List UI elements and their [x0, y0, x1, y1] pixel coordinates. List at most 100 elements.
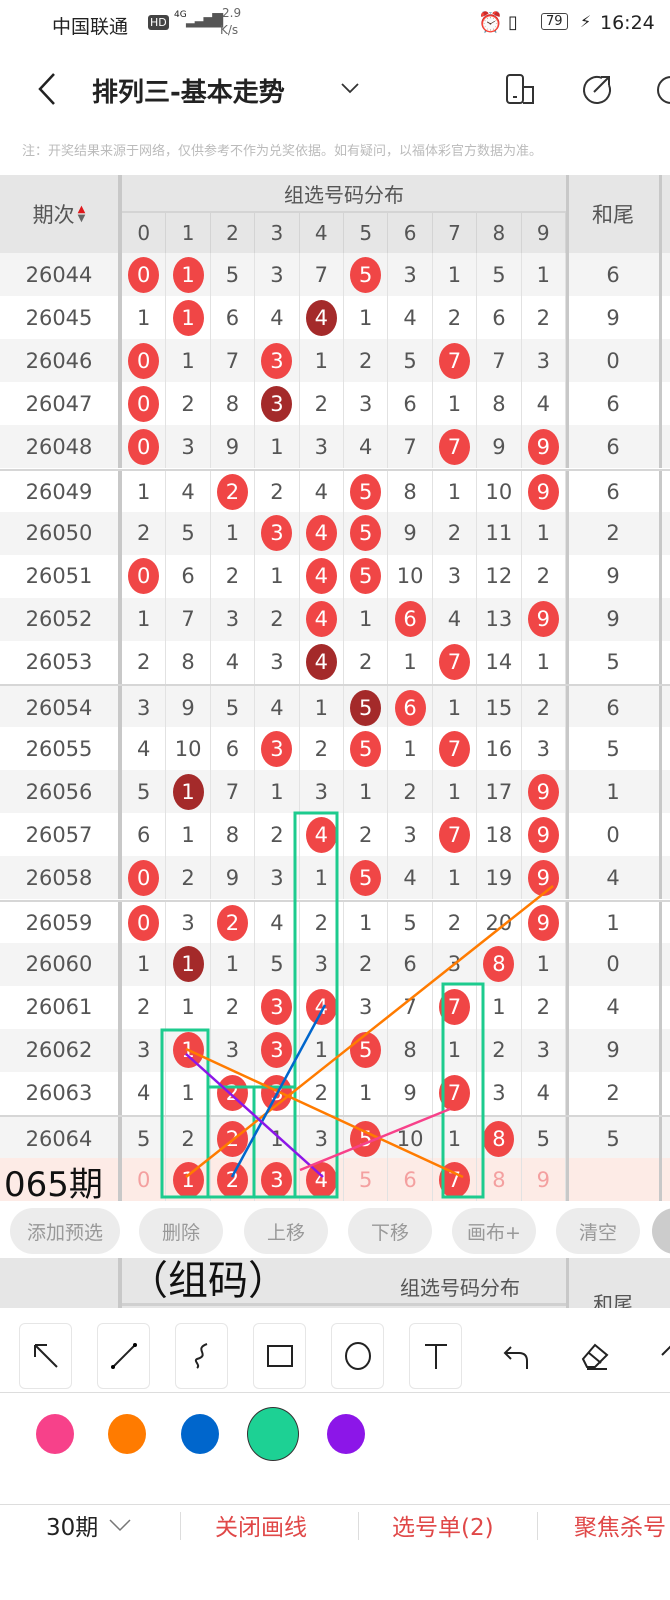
digit-cell-6[interactable]: 10	[388, 554, 433, 598]
digit-cell-8[interactable]: 6	[477, 296, 522, 340]
digit-cell-0[interactable]: 6	[122, 813, 167, 857]
digit-cell-3[interactable]: 2	[255, 813, 300, 857]
digit-cell-2[interactable]: 2	[211, 470, 256, 514]
digit-cell-3[interactable]: 4	[255, 901, 300, 945]
digit-cell-8[interactable]: 8	[477, 1158, 522, 1202]
digit-cell-2[interactable]: 3	[211, 1028, 256, 1072]
digit-cell-0[interactable]: 2	[122, 511, 167, 555]
digit-cell-1[interactable]: 1	[166, 942, 211, 986]
digit-cell-7[interactable]: 3	[433, 554, 478, 598]
digit-cell-5[interactable]: 3	[344, 382, 389, 426]
chevron-down-icon[interactable]	[340, 81, 360, 95]
digit-cell-0[interactable]: 5	[122, 1117, 167, 1161]
digit-cell-6[interactable]: 4	[388, 856, 433, 900]
digit-cell-6[interactable]: 3	[388, 253, 433, 297]
action-button-1[interactable]: 删除	[139, 1208, 223, 1254]
digit-cell-3[interactable]: 4	[255, 686, 300, 730]
color-swatch-orange[interactable]	[108, 1414, 146, 1454]
digit-cell-6[interactable]: 5	[388, 901, 433, 945]
digit-cell-1[interactable]: 1	[166, 985, 211, 1029]
digit-cell-4[interactable]: 4	[300, 985, 344, 1029]
digit-cell-9[interactable]: 2	[522, 554, 566, 598]
digit-cell-1[interactable]: 1	[166, 296, 211, 340]
digit-cell-5[interactable]: 2	[344, 640, 389, 684]
digit-cell-5[interactable]: 4	[344, 425, 389, 469]
sort-icon[interactable]: ▲ ▼	[77, 204, 86, 224]
digit-cell-6[interactable]: 1	[388, 640, 433, 684]
digit-cell-3[interactable]: 3	[255, 382, 300, 426]
digit-cell-1[interactable]: 4	[166, 470, 211, 514]
digit-cell-6[interactable]: 8	[388, 1028, 433, 1072]
digit-cell-4[interactable]: 4	[300, 640, 344, 684]
page-title[interactable]: 排列三-基本走势	[92, 78, 285, 108]
digit-cell-5[interactable]: 5	[344, 1028, 389, 1072]
table-row[interactable]: 26064 5 2 2 1 3 5 10 1 8 5 5	[0, 1115, 670, 1161]
action-button-3[interactable]: 下移	[348, 1208, 432, 1254]
action-button-0[interactable]: 添加预选	[10, 1208, 120, 1254]
digit-cell-3[interactable]: 3	[255, 985, 300, 1029]
close-drawing-button[interactable]: 关闭画线	[215, 1515, 307, 1541]
digit-cell-8[interactable]: 14	[477, 640, 522, 684]
digit-cell-2[interactable]: 9	[211, 856, 256, 900]
digit-cell-2[interactable]: 2	[211, 901, 256, 945]
digit-cell-2[interactable]: 6	[211, 727, 256, 771]
digit-cell-8[interactable]: 17	[477, 770, 522, 814]
color-swatch-purple[interactable]	[327, 1414, 365, 1454]
table-row[interactable]: 26061 2 1 2 3 4 3 7 7 1 2 4	[0, 985, 670, 1029]
digit-cell-0[interactable]: 4	[122, 1071, 167, 1115]
digit-cell-2[interactable]: 8	[211, 813, 256, 857]
digit-cell-0[interactable]: 1	[122, 597, 167, 641]
digit-cell-9[interactable]: 9	[522, 425, 566, 469]
table-row[interactable]: 26050 2 5 1 3 4 5 9 2 11 1 2	[0, 511, 670, 555]
digit-cell-0[interactable]: 1	[122, 942, 167, 986]
digit-cell-8[interactable]: 10	[477, 470, 522, 514]
digit-cell-8[interactable]: 13	[477, 597, 522, 641]
digit-cell-7[interactable]: 1	[433, 382, 478, 426]
digit-cell-9[interactable]: 3	[522, 1028, 566, 1072]
digit-cell-6[interactable]: 10	[388, 1117, 433, 1161]
digit-cell-8[interactable]: 3	[477, 1071, 522, 1115]
table-row[interactable]: 26046 0 1 7 3 1 2 5 7 7 3 0	[0, 339, 670, 383]
digit-cell-2[interactable]: 1	[211, 942, 256, 986]
digit-cell-6[interactable]: 6	[388, 1158, 433, 1202]
digit-cell-7[interactable]: 2	[433, 901, 478, 945]
digit-cell-1[interactable]: 10	[166, 727, 211, 771]
digit-cell-7[interactable]: 7	[433, 727, 478, 771]
action-button-4[interactable]: 画布+	[452, 1208, 536, 1254]
digit-cell-1[interactable]: 5	[166, 511, 211, 555]
digit-cell-0[interactable]: 2	[122, 640, 167, 684]
ellipse-tool[interactable]	[331, 1323, 384, 1389]
digit-cell-4[interactable]: 4	[300, 296, 344, 340]
digit-cell-6[interactable]: 2	[388, 770, 433, 814]
digit-cell-2[interactable]: 8	[211, 382, 256, 426]
digit-cell-1[interactable]: 1	[166, 339, 211, 383]
digit-cell-9[interactable]: 1	[522, 253, 566, 297]
digit-cell-7[interactable]: 1	[433, 1028, 478, 1072]
undo-button[interactable]	[490, 1323, 543, 1389]
digit-cell-0[interactable]: 1	[122, 296, 167, 340]
digit-cell-7[interactable]: 7	[433, 813, 478, 857]
table-row[interactable]: 26044 0 1 5 3 7 5 3 1 5 1 6	[0, 253, 670, 297]
digit-cell-4[interactable]: 4	[300, 813, 344, 857]
table-row[interactable]: 26052 1 7 3 2 4 1 6 4 13 9 9	[0, 597, 670, 641]
digit-cell-0[interactable]: 0	[122, 901, 167, 945]
digit-cell-4[interactable]: 2	[300, 382, 344, 426]
digit-cell-7[interactable]: 1	[433, 1117, 478, 1161]
digit-cell-0[interactable]: 0	[122, 856, 167, 900]
device-icon[interactable]	[505, 73, 537, 107]
back-icon[interactable]	[34, 71, 58, 107]
digit-cell-1[interactable]: 1	[166, 253, 211, 297]
digit-cell-5[interactable]: 1	[344, 1071, 389, 1115]
digit-cell-3[interactable]: 4	[255, 296, 300, 340]
table-row[interactable]: 26048 0 3 9 1 3 4 7 7 9 9 6	[0, 425, 670, 469]
digit-cell-4[interactable]: 3	[300, 425, 344, 469]
digit-cell-1[interactable]: 6	[166, 554, 211, 598]
eraser-button[interactable]	[568, 1323, 621, 1389]
digit-cell-2[interactable]: 1	[211, 511, 256, 555]
rectangle-tool[interactable]	[253, 1323, 306, 1389]
digit-cell-8[interactable]: 8	[477, 1117, 522, 1161]
period-header[interactable]: 期次 ▲ ▼	[0, 175, 118, 253]
digit-cell-1[interactable]: 9	[166, 686, 211, 730]
digit-cell-4[interactable]: 1	[300, 856, 344, 900]
collapse-button[interactable]	[652, 1208, 670, 1254]
